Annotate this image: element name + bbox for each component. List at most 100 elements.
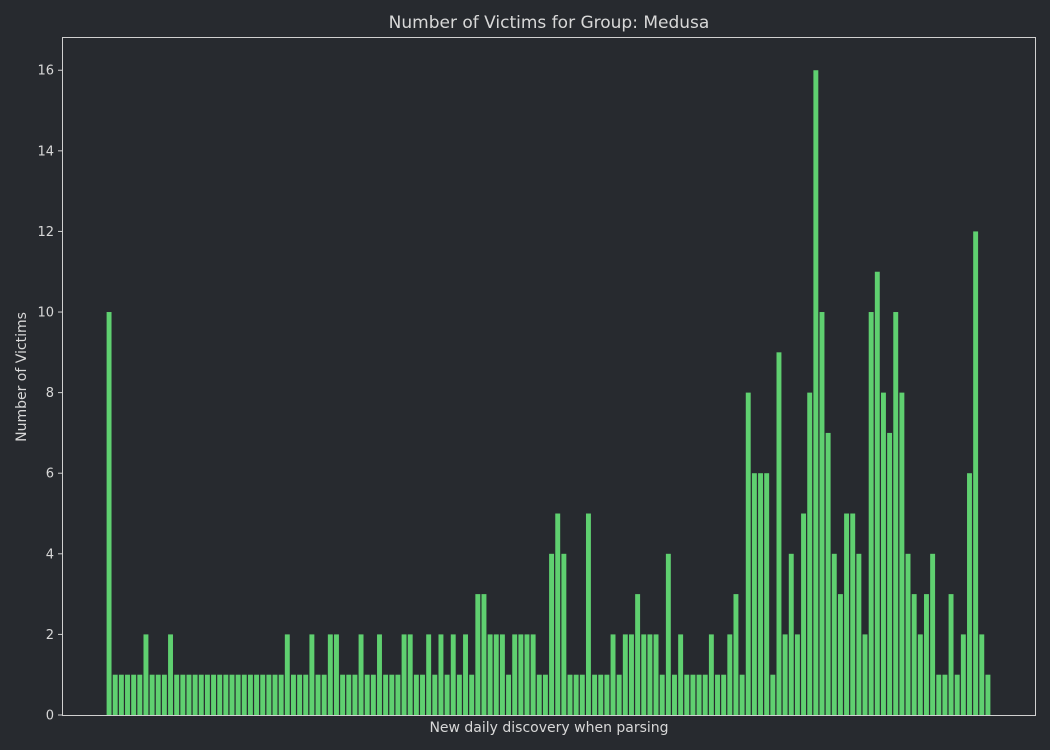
- y-tick-label: 0: [46, 709, 54, 724]
- bar: [383, 674, 389, 715]
- bar: [985, 674, 991, 715]
- bar: [229, 674, 235, 715]
- chart-title: Number of Victims for Group: Medusa: [389, 13, 710, 33]
- y-tick-label: 6: [46, 467, 54, 482]
- bar: [567, 674, 573, 715]
- bar: [604, 674, 610, 715]
- bar: [825, 432, 831, 715]
- x-axis-label: New daily discovery when parsing: [429, 720, 668, 736]
- y-tick-label: 12: [37, 225, 54, 240]
- bar: [506, 674, 512, 715]
- bar: [690, 674, 696, 715]
- bar: [715, 674, 720, 715]
- y-tick-label: 16: [37, 64, 54, 79]
- bar: [512, 634, 518, 715]
- bar: [327, 634, 333, 715]
- bar: [739, 674, 745, 715]
- bar: [598, 674, 604, 715]
- bar: [125, 674, 130, 715]
- bar: [561, 553, 567, 715]
- bar: [260, 674, 266, 715]
- bar: [143, 634, 149, 715]
- bar: [168, 634, 173, 715]
- bar: [819, 312, 825, 715]
- bar: [370, 674, 376, 715]
- bar: [303, 674, 309, 715]
- bar: [112, 674, 118, 715]
- bar: [868, 312, 874, 715]
- bar: [438, 634, 444, 715]
- bar: [930, 553, 936, 715]
- bar: [149, 674, 155, 715]
- bar: [186, 674, 192, 715]
- bar: [782, 634, 788, 715]
- bar: [862, 634, 868, 715]
- y-tick-label: 14: [37, 144, 54, 159]
- bar: [917, 634, 923, 715]
- bar: [254, 674, 260, 715]
- bar: [751, 473, 757, 715]
- bar: [555, 513, 561, 715]
- bar: [659, 674, 665, 715]
- bar: [979, 634, 985, 715]
- bar: [948, 594, 954, 715]
- bar: [721, 674, 727, 715]
- y-tick-label: 10: [37, 306, 54, 321]
- bar: [954, 674, 960, 715]
- bar: [131, 674, 137, 715]
- bar: [592, 674, 598, 715]
- bar: [788, 553, 794, 715]
- bar: [137, 674, 143, 715]
- bar: [413, 674, 419, 715]
- bar: [708, 634, 714, 715]
- bar: [813, 70, 819, 716]
- bar: [874, 271, 880, 715]
- bar: [487, 634, 493, 715]
- y-axis-label: Number of Victims: [14, 312, 30, 442]
- bar: [389, 674, 395, 715]
- bar: [278, 674, 284, 715]
- bar: [893, 312, 899, 715]
- bar: [161, 674, 167, 715]
- bar: [850, 513, 856, 715]
- bar: [936, 674, 942, 715]
- bar: [942, 674, 948, 715]
- bar: [758, 473, 763, 715]
- bar: [635, 594, 641, 715]
- bar: [844, 513, 850, 715]
- bar: [856, 553, 862, 715]
- bar: [401, 634, 407, 715]
- bar: [536, 674, 542, 715]
- bar: [499, 634, 505, 715]
- bar: [315, 674, 321, 715]
- bar: [967, 473, 972, 715]
- bar: [647, 634, 653, 715]
- y-tick-label: 4: [46, 547, 54, 562]
- bar: [334, 634, 339, 715]
- bar: [358, 634, 364, 715]
- bar: [352, 674, 358, 715]
- bar: [960, 634, 966, 715]
- bar: [524, 634, 530, 715]
- bar: [297, 674, 303, 715]
- bar: [450, 634, 456, 715]
- bar: [174, 674, 180, 715]
- bar: [235, 674, 241, 715]
- bar: [641, 634, 647, 715]
- bar: [776, 352, 782, 715]
- bar: [364, 674, 370, 715]
- bar: [616, 674, 622, 715]
- bar: [456, 674, 462, 715]
- y-axis: 0 2 4 6 8 10 12 14 16: [37, 64, 63, 724]
- bar: [887, 432, 893, 715]
- bar: [653, 634, 659, 715]
- y-tick-label: 8: [46, 386, 54, 401]
- bar: [493, 634, 499, 715]
- bar: [880, 392, 886, 715]
- bar: [223, 674, 229, 715]
- bar: [463, 634, 468, 715]
- bar: [807, 392, 813, 715]
- bar: [973, 231, 979, 715]
